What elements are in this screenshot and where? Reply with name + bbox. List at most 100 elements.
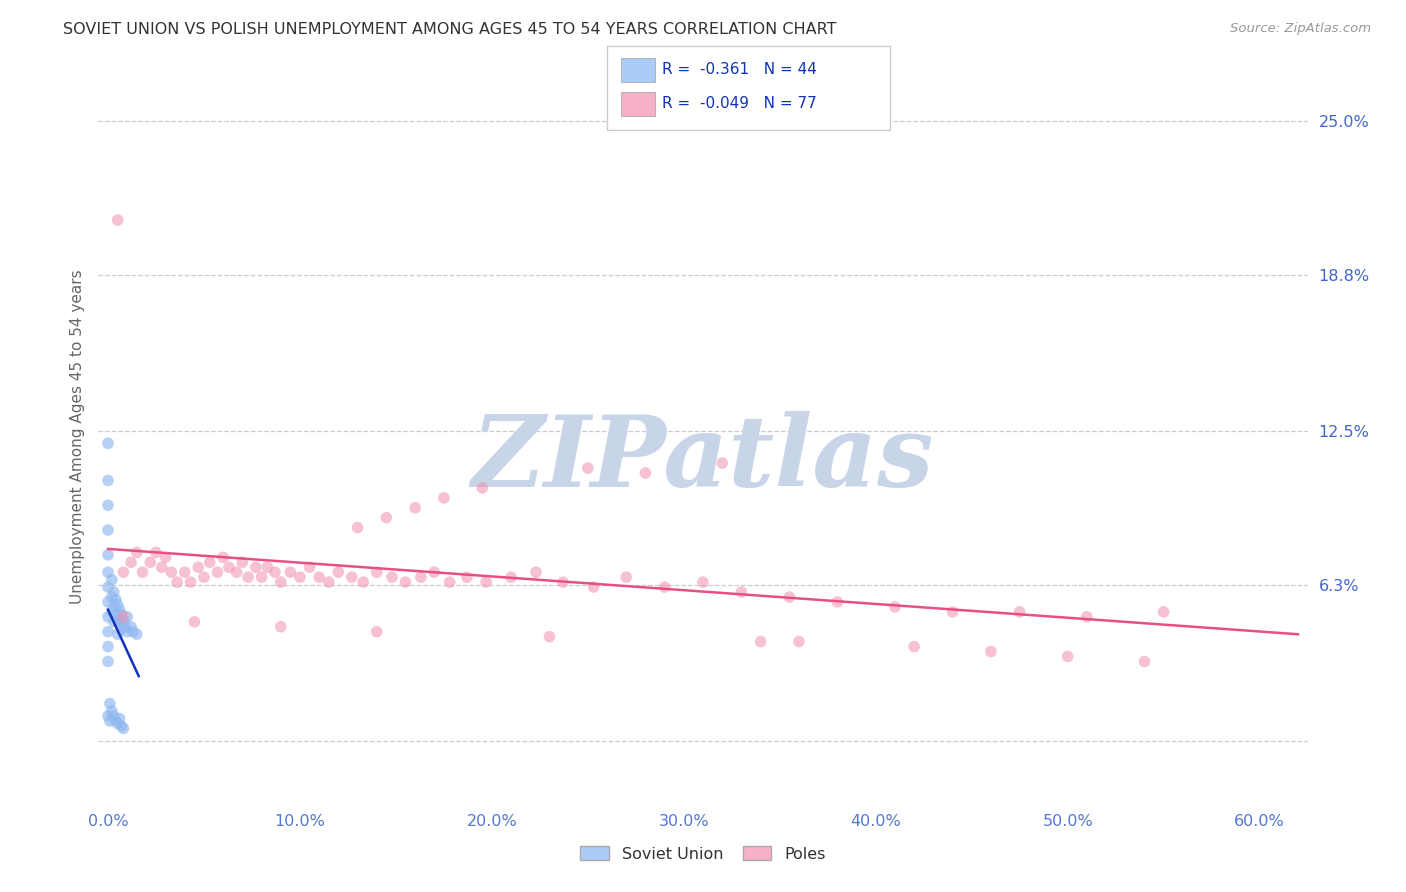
- Point: [110, 607, 132, 622]
- Point: [270, 620, 292, 634]
- Point: [903, 640, 925, 654]
- Point: [104, 607, 127, 622]
- Point: [394, 575, 416, 590]
- Point: [98, 697, 121, 711]
- Point: [280, 565, 302, 579]
- Point: [112, 565, 135, 579]
- Point: [97, 436, 120, 450]
- Point: [245, 560, 267, 574]
- Point: [97, 624, 120, 639]
- Point: [145, 545, 167, 559]
- Point: [236, 570, 259, 584]
- Text: R =  -0.361   N = 44: R = -0.361 N = 44: [662, 62, 817, 77]
- Point: [778, 590, 800, 604]
- Point: [122, 624, 145, 639]
- Point: [120, 620, 142, 634]
- Point: [318, 575, 340, 590]
- Point: [180, 575, 202, 590]
- Point: [115, 610, 138, 624]
- Point: [749, 634, 772, 648]
- Point: [340, 570, 363, 584]
- Point: [980, 644, 1002, 658]
- Point: [375, 510, 398, 524]
- Point: [456, 570, 478, 584]
- Point: [110, 622, 132, 636]
- Point: [125, 627, 148, 641]
- Point: [582, 580, 605, 594]
- Y-axis label: Unemployment Among Ages 45 to 54 years: Unemployment Among Ages 45 to 54 years: [69, 269, 84, 605]
- Point: [139, 555, 162, 569]
- Point: [634, 466, 657, 480]
- Point: [101, 590, 124, 604]
- Point: [524, 565, 547, 579]
- Point: [173, 565, 195, 579]
- Text: SOVIET UNION VS POLISH UNEMPLOYMENT AMONG AGES 45 TO 54 YEARS CORRELATION CHART: SOVIET UNION VS POLISH UNEMPLOYMENT AMON…: [63, 22, 837, 37]
- Point: [256, 560, 278, 574]
- Point: [150, 560, 173, 574]
- Point: [114, 620, 136, 634]
- Point: [433, 491, 456, 505]
- Point: [471, 481, 494, 495]
- Point: [1076, 610, 1098, 624]
- Point: [270, 575, 292, 590]
- Point: [110, 719, 132, 733]
- Point: [120, 555, 142, 569]
- Point: [108, 602, 131, 616]
- Point: [125, 545, 148, 559]
- Point: [97, 655, 120, 669]
- Point: [97, 640, 120, 654]
- Point: [97, 595, 120, 609]
- Point: [104, 714, 127, 728]
- Point: [212, 550, 235, 565]
- Point: [103, 709, 125, 723]
- Point: [366, 624, 388, 639]
- Point: [884, 599, 907, 614]
- Point: [381, 570, 404, 584]
- Point: [97, 474, 120, 488]
- Point: [288, 570, 311, 584]
- Point: [101, 573, 124, 587]
- Legend: Soviet Union, Poles: Soviet Union, Poles: [574, 839, 832, 868]
- Text: R =  -0.049   N = 77: R = -0.049 N = 77: [662, 96, 817, 111]
- Point: [107, 213, 129, 227]
- Point: [97, 548, 120, 562]
- Point: [97, 523, 120, 537]
- Point: [193, 570, 215, 584]
- Point: [103, 585, 125, 599]
- Point: [730, 585, 752, 599]
- Point: [115, 624, 138, 639]
- Point: [97, 709, 120, 723]
- Point: [107, 598, 129, 612]
- Point: [475, 575, 498, 590]
- Point: [207, 565, 229, 579]
- Point: [112, 615, 135, 629]
- Point: [404, 500, 426, 515]
- Point: [366, 565, 388, 579]
- Point: [103, 599, 125, 614]
- Point: [439, 575, 461, 590]
- Point: [711, 456, 734, 470]
- Point: [576, 461, 599, 475]
- Point: [107, 716, 129, 731]
- Point: [112, 722, 135, 736]
- Point: [346, 520, 368, 534]
- Point: [112, 610, 135, 624]
- Point: [787, 634, 810, 648]
- Text: Source: ZipAtlas.com: Source: ZipAtlas.com: [1230, 22, 1371, 36]
- Point: [97, 610, 120, 624]
- Point: [1133, 655, 1156, 669]
- Point: [264, 565, 287, 579]
- Point: [131, 565, 153, 579]
- Point: [1056, 649, 1078, 664]
- Point: [97, 498, 120, 512]
- Point: [107, 612, 129, 626]
- Point: [98, 714, 121, 728]
- Point: [97, 565, 120, 579]
- Point: [97, 580, 120, 594]
- Point: [187, 560, 209, 574]
- Point: [218, 560, 240, 574]
- Point: [1008, 605, 1031, 619]
- Point: [941, 605, 963, 619]
- Point: [692, 575, 714, 590]
- Point: [107, 627, 129, 641]
